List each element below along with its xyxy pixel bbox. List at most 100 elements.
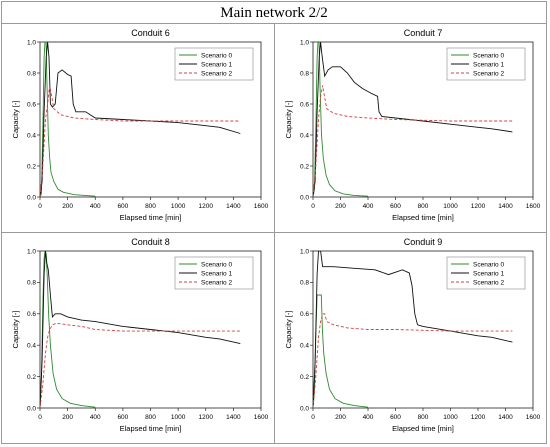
legend-label: Scenario 2 [201,70,232,77]
chart-panel-conduit-6: Conduit 6 0 200 400 600 800 1000 1200 1400 1600 0.… [2,24,274,232]
series-line-scenario-2 [40,85,241,197]
legend-label: Scenario 1 [201,61,232,68]
x-tick-label: 0 [38,414,42,421]
x-tick-label: 1600 [526,203,541,210]
chart-panel-conduit-8: Conduit 8 0 200 400 600 800 1000 1200 1400 1600 0.… [2,233,274,443]
y-tick-label: 0.4 [300,343,309,350]
legend: Scenario 0 Scenario 1 Scenario 2 [446,256,526,290]
x-tick-label: 200 [335,203,346,210]
panel-divider-horizontal [2,232,546,233]
y-tick-label: 0.8 [300,70,309,77]
series-line-scenario-1 [40,42,241,197]
x-tick-label: 200 [62,203,73,210]
x-tick-label: 800 [418,414,429,421]
legend-label: Scenario 2 [201,279,232,286]
x-tick-label: 1000 [443,203,458,210]
y-axis-label: Capacity [-] [11,101,20,139]
x-tick-label: 600 [117,414,128,421]
series-line-scenario-0 [313,294,369,408]
x-tick-label: 1600 [526,414,541,421]
chart-conduit-9: Conduit 9 0 200 400 600 800 1000 1200 1400 1600 0.… [284,237,541,433]
x-tick-label: 600 [117,203,128,210]
x-tick-label: 1000 [171,414,186,421]
chart-conduit-7: Conduit 7 0 200 400 600 800 1000 1200 1400 1600 0.… [284,28,541,222]
y-axis-label: Capacity [-] [284,311,293,349]
series-line-scenario-0 [313,42,369,197]
series-line-scenario-0 [40,42,96,197]
y-tick-label: 0.2 [300,163,309,170]
y-tick-label: 0.4 [27,343,36,350]
x-tick-label: 1600 [254,414,269,421]
series-line-scenario-1 [313,251,513,408]
x-tick-label: 400 [363,414,374,421]
y-tick-label: 0.4 [300,132,309,139]
legend: Scenario 0 Scenario 1 Scenario 2 [174,256,254,290]
x-tick-label: 1200 [471,203,486,210]
legend-label: Scenario 0 [473,52,504,59]
y-tick-label: 0.2 [27,163,36,170]
legend-label: Scenario 0 [201,261,232,268]
x-tick-label: 400 [90,414,101,421]
y-tick-label: 0.2 [27,374,36,381]
series-line-scenario-1 [313,42,513,197]
legend-label: Scenario 0 [201,52,232,59]
y-tick-label: 0.6 [300,311,309,318]
legend-label: Scenario 1 [201,270,232,277]
legend-label: Scenario 1 [473,270,504,277]
x-tick-label: 400 [90,203,101,210]
x-tick-label: 200 [62,414,73,421]
y-tick-label: 0.0 [300,405,309,412]
y-tick-label: 1.0 [300,39,309,46]
series-line-scenario-1 [40,251,241,408]
x-tick-label: 600 [390,414,401,421]
legend-label: Scenario 0 [473,261,504,268]
y-tick-label: 0.6 [27,311,36,318]
y-tick-label: 0.0 [300,194,309,201]
panel-divider-vertical [274,24,275,443]
x-tick-label: 1400 [498,203,513,210]
x-tick-label: 0 [38,203,42,210]
x-tick-label: 0 [311,203,315,210]
series-line-scenario-0 [40,251,96,408]
legend-label: Scenario 2 [473,279,504,286]
y-tick-label: 0.0 [27,194,36,201]
chart-title: Conduit 6 [131,28,170,38]
x-tick-label: 800 [418,203,429,210]
x-tick-label: 1400 [226,414,241,421]
chart-panel-conduit-7: Conduit 7 0 200 400 600 800 1000 1200 1400 1600 0.… [275,24,546,232]
legend-label: Scenario 2 [473,70,504,77]
y-tick-label: 1.0 [300,248,309,255]
x-tick-label: 1200 [199,203,214,210]
x-axis-label: Elapsed time [min] [120,213,182,222]
x-axis-label: Elapsed time [min] [120,424,182,433]
chart-conduit-8: Conduit 8 0 200 400 600 800 1000 1200 1400 1600 0.… [11,237,269,433]
y-tick-label: 0.2 [300,374,309,381]
x-tick-label: 1200 [471,414,486,421]
y-tick-label: 1.0 [27,248,36,255]
chart-title: Conduit 7 [404,28,443,38]
y-tick-label: 0.6 [300,101,309,108]
y-tick-label: 0.4 [27,132,36,139]
legend: Scenario 0 Scenario 1 Scenario 2 [174,47,254,81]
y-axis-label: Capacity [-] [11,311,20,349]
chart-title: Conduit 8 [131,237,170,247]
figure-title: Main network 2/2 [2,2,546,24]
x-tick-label: 200 [335,414,346,421]
x-tick-label: 1400 [226,203,241,210]
series-line-scenario-2 [313,85,513,197]
series-line-scenario-2 [40,322,241,408]
x-tick-label: 400 [363,203,374,210]
chart-title: Conduit 9 [404,237,443,247]
x-tick-label: 1400 [498,414,513,421]
x-tick-label: 1600 [254,203,269,210]
series-line-scenario-2 [313,313,513,408]
y-tick-label: 1.0 [27,39,36,46]
legend: Scenario 0 Scenario 1 Scenario 2 [446,47,526,81]
x-tick-label: 0 [311,414,315,421]
x-tick-label: 800 [145,414,156,421]
x-tick-label: 600 [390,203,401,210]
x-tick-label: 800 [145,203,156,210]
chart-panel-conduit-9: Conduit 9 0 200 400 600 800 1000 1200 1400 1600 0.… [275,233,546,443]
x-axis-label: Elapsed time [min] [392,213,454,222]
